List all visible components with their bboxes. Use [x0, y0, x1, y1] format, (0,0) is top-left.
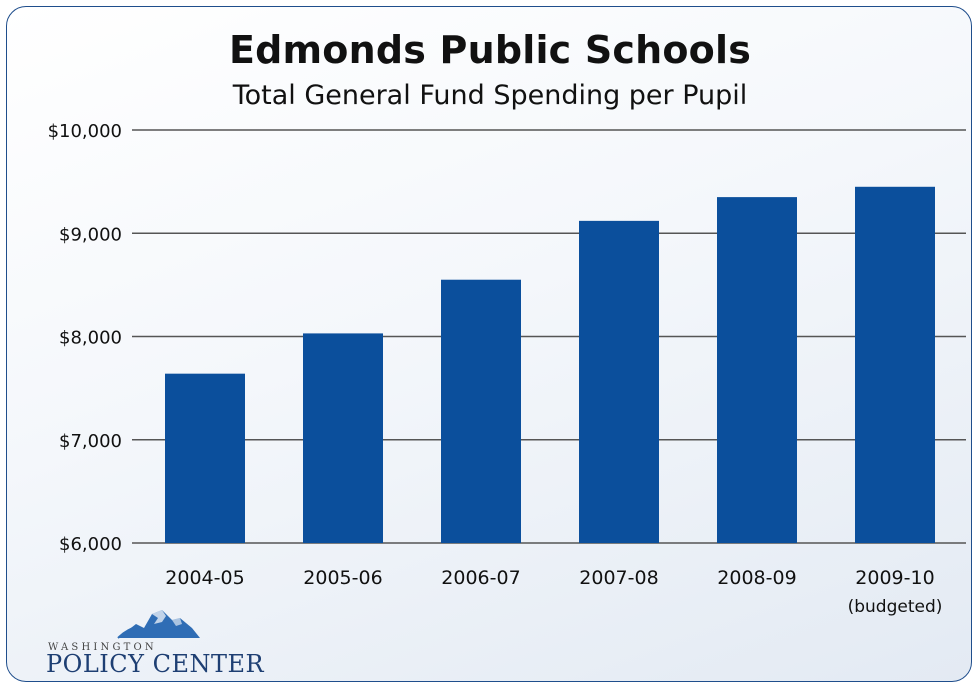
bar: [579, 220, 659, 544]
mountain-logo-icon: [117, 610, 200, 639]
x-tick-label: 2009-10: [855, 567, 934, 589]
chart-title: Edmonds Public Schools: [228, 28, 752, 72]
bar: [165, 373, 245, 543]
y-tick-label: $8,000: [59, 328, 122, 349]
chart-subtitle: Total General Fund Spending per Pupil: [232, 80, 748, 111]
y-tick-label: $7,000: [59, 431, 122, 452]
x-tick-label: 2008-09: [717, 567, 796, 589]
logo-text: POLICY CENTER: [46, 650, 265, 678]
bar: [855, 186, 935, 543]
x-tick-label: 2006-07: [441, 567, 520, 589]
bar: [303, 333, 383, 543]
bar: [441, 279, 521, 543]
x-tick-label: 2004-05: [165, 567, 244, 589]
y-tick-label: $10,000: [48, 121, 122, 142]
bar: [717, 197, 797, 544]
y-tick-label: $9,000: [59, 224, 122, 245]
x-tick-label: 2007-08: [579, 567, 658, 589]
logo-subtext: WASHINGTON: [48, 642, 157, 653]
y-tick-label: $6,000: [59, 534, 122, 555]
x-tick-note: (budgeted): [848, 597, 943, 617]
x-tick-label: 2005-06: [303, 567, 382, 589]
